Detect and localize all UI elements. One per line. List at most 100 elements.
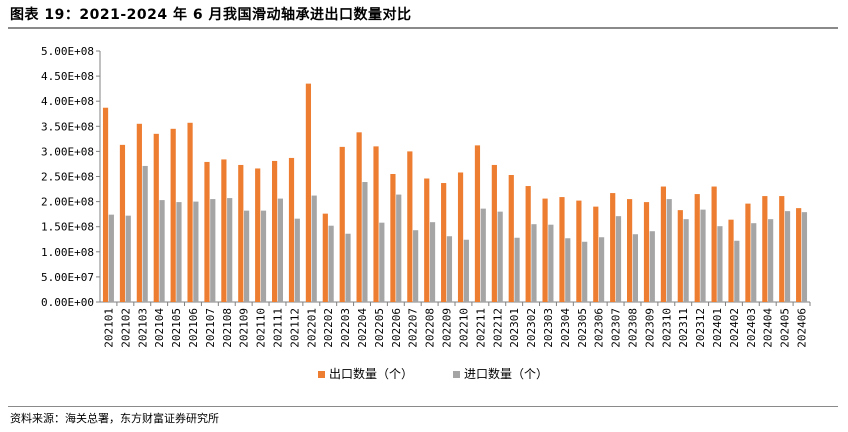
import-bar [210, 199, 216, 302]
y-tick-label: 2.50E+08 [41, 171, 94, 184]
legend-label-export: 出口数量（个） [329, 366, 413, 381]
export-bar [559, 197, 565, 302]
export-bar [153, 133, 159, 302]
import-bar [531, 224, 537, 302]
chart-title: 图表 19：2021-2024 年 6 月我国滑动轴承进出口数量对比 [10, 7, 412, 23]
export-bar [407, 151, 413, 302]
title-rule [8, 27, 838, 29]
x-tick-label: 202202 [322, 308, 335, 348]
import-bar [683, 219, 689, 302]
x-tick-label: 202110 [255, 308, 268, 348]
source-note: 资料来源：海关总署，东方财富证券研究所 [10, 412, 219, 425]
x-tick-label: 202206 [390, 308, 403, 348]
x-tick-label: 202203 [339, 308, 352, 348]
import-bar [125, 215, 131, 302]
import-bar [413, 230, 419, 302]
export-bar [796, 208, 802, 302]
export-bar [136, 123, 142, 302]
import-bar [446, 236, 453, 302]
export-bar [491, 164, 497, 302]
import-bar [632, 234, 638, 302]
export-bar [255, 168, 261, 302]
import-bar [328, 225, 334, 302]
x-tick-label: 202406 [796, 308, 809, 348]
x-tick-label: 202307 [610, 308, 623, 348]
export-bar [170, 128, 176, 302]
export-bar [390, 173, 396, 302]
import-bar [734, 240, 740, 302]
x-tick-label: 202302 [525, 308, 538, 348]
import-bar [379, 222, 385, 302]
y-tick-label: 1.00E+08 [41, 246, 94, 259]
export-bar [525, 186, 531, 302]
import-bar [548, 224, 554, 302]
import-bar [615, 216, 622, 302]
export-bar [728, 219, 734, 302]
import-bar [751, 223, 757, 302]
export-bar [457, 172, 464, 302]
export-bar [238, 164, 244, 302]
x-tick-label: 202303 [542, 308, 555, 348]
import-bar [227, 198, 233, 302]
export-bar [643, 202, 650, 302]
x-tick-label: 202205 [373, 308, 386, 348]
export-bar [542, 198, 548, 302]
x-tick-label: 202207 [407, 308, 420, 348]
source-rule [8, 406, 838, 407]
export-bar [779, 196, 785, 302]
import-bar [294, 218, 300, 302]
export-bar [102, 107, 109, 302]
x-tick-label: 202311 [677, 308, 690, 348]
y-tick-label: 4.00E+08 [41, 95, 94, 108]
import-bar [362, 182, 368, 302]
y-tick-label: 3.00E+08 [41, 145, 94, 158]
x-tick-label: 202204 [356, 308, 369, 348]
export-bar [221, 159, 227, 302]
import-bar [176, 202, 182, 302]
x-tick-label: 202108 [221, 308, 234, 348]
y-tick-labels: 0.00E+00 5.00E+07 1.00E+08 1.50E+08 2.00E+08… [41, 45, 94, 309]
x-tick-labels: 202101 202102 202103 202104 202105 202106 2021… [102, 308, 808, 348]
export-bar [762, 196, 768, 302]
import-bar [193, 201, 199, 302]
import-bar [582, 241, 588, 302]
export-bar [441, 183, 447, 302]
legend-label-import: 进口数量（个） [464, 366, 548, 381]
x-tick-label: 202301 [508, 308, 521, 348]
import-bar [717, 226, 723, 302]
x-tick-label: 202103 [136, 308, 149, 348]
x-tick-label: 202209 [441, 308, 454, 348]
import-bar [463, 239, 469, 302]
export-bar [660, 186, 667, 302]
import-bar [159, 200, 165, 302]
import-bar [277, 198, 283, 302]
x-tick-label: 202102 [119, 308, 132, 348]
import-bar [784, 211, 791, 302]
import-bar [514, 237, 520, 302]
import-bar [260, 210, 267, 302]
x-tick-label: 202210 [457, 308, 470, 348]
x-tick-label: 202105 [170, 308, 183, 348]
x-tick-label: 202107 [204, 308, 217, 348]
import-bar [396, 194, 402, 302]
y-tick-label: 4.50E+08 [41, 70, 94, 83]
y-tick-label: 3.50E+08 [41, 120, 94, 133]
import-bar [768, 219, 774, 302]
legend-swatch-import [453, 371, 460, 378]
export-bar [576, 200, 582, 302]
export-bar [424, 178, 430, 302]
x-tick-label: 202305 [576, 308, 589, 348]
export-bar [322, 213, 328, 302]
export-bar [508, 174, 514, 302]
x-tick-label: 202201 [305, 308, 318, 348]
export-bar [593, 206, 599, 302]
export-bar [204, 161, 210, 302]
y-tick-label: 0.00E+00 [41, 296, 94, 309]
legend: 出口数量（个） 进口数量（个） [318, 366, 548, 381]
x-tick-label: 202308 [627, 308, 640, 348]
x-tick-label: 202404 [762, 308, 775, 348]
x-tick-label: 202104 [153, 308, 166, 348]
chart-bars [102, 83, 808, 302]
y-tick-label: 5.00E+08 [41, 45, 94, 58]
x-tick-label: 202212 [491, 308, 504, 348]
